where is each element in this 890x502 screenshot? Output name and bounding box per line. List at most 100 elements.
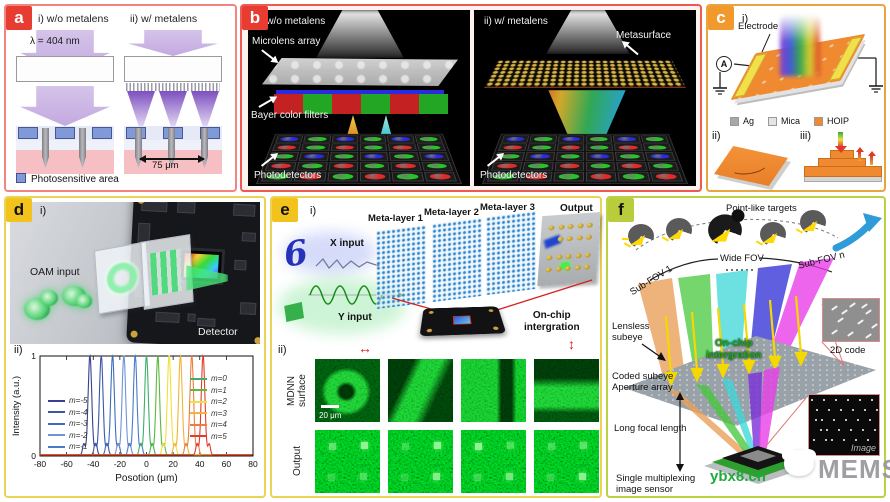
image-dot xyxy=(835,399,837,401)
photodetector-dot xyxy=(506,137,525,141)
panel-e-label: e xyxy=(272,198,298,222)
image-dot xyxy=(855,439,857,441)
photodetector-cell xyxy=(387,136,414,143)
lensless-line2: subeye xyxy=(612,332,643,343)
svg-text:Posotion (μm): Posotion (μm) xyxy=(115,473,177,484)
chart-legend-item: m=-3 xyxy=(48,419,87,428)
photodetector-cell xyxy=(360,144,388,152)
output-gold-dot xyxy=(586,234,592,239)
photodetector-cell xyxy=(527,144,556,152)
onchip-camera-module xyxy=(420,306,507,336)
speckle-texture xyxy=(388,430,453,493)
image-dot xyxy=(831,439,833,441)
legend-label: m=1 xyxy=(211,386,227,395)
image-dot xyxy=(820,429,822,431)
photodetector-dot xyxy=(302,164,323,169)
svg-text:40: 40 xyxy=(195,459,205,469)
hoip-step-base xyxy=(804,166,882,177)
svg-text:-40: -40 xyxy=(87,459,100,469)
output-gold-dot xyxy=(584,264,590,269)
bayer-green xyxy=(419,94,448,114)
image-inset: Image xyxy=(808,394,880,456)
panel-a-legend: Photosensitive area xyxy=(16,173,119,186)
watermark-site: ybx8.cn xyxy=(710,468,766,485)
output-bright-square xyxy=(580,442,587,449)
photodetectors-label: Photodetectors xyxy=(480,170,547,182)
photodetector-dot xyxy=(308,137,326,141)
svg-text:Intensity (a.u.): Intensity (a.u.) xyxy=(11,376,22,436)
microlens-array-plate xyxy=(262,58,458,86)
photodetector-dot xyxy=(591,164,611,169)
metalens-plate-2 xyxy=(140,234,193,310)
firefly-icon xyxy=(666,218,692,242)
code-dash xyxy=(849,302,856,308)
output-image-tile xyxy=(388,430,453,493)
chart-legend-right: m=0 m=1 m=2 m=3 m=4 m=5 xyxy=(190,374,227,441)
incident-light-arrow xyxy=(128,30,218,56)
photodetector-dot xyxy=(364,154,383,159)
legend-label: m=0 xyxy=(211,374,227,383)
material-name: Ag xyxy=(743,116,754,126)
output-gold-dot xyxy=(546,255,552,260)
image-dot xyxy=(843,439,845,441)
oam-ring xyxy=(101,250,142,307)
emission-up-arrow xyxy=(870,156,873,165)
image-dot xyxy=(871,399,873,401)
chart-legend-item: m=-2 xyxy=(48,431,87,440)
photodetector-dot xyxy=(619,145,638,149)
arrow-to-bayer-icon xyxy=(258,98,273,108)
legend-label: m=2 xyxy=(211,397,227,406)
rainbow-light-column xyxy=(780,14,820,76)
chart-legend-item: m=3 xyxy=(190,409,227,418)
pcb-screw-pad xyxy=(254,337,260,344)
photodetector-dot xyxy=(561,145,580,149)
oam-mode-blob xyxy=(76,294,92,308)
mdnn-pattern-overlay xyxy=(388,359,453,422)
figure-root: a i) w/o metalens ii) w/ metalens λ = 40… xyxy=(0,0,890,502)
output-gold-dot xyxy=(587,223,593,228)
pitch-label: 75 μm xyxy=(152,161,179,172)
photodetector-cell xyxy=(586,152,615,160)
photodetector-dot xyxy=(620,154,640,159)
image-dot xyxy=(859,399,861,401)
chart-legend-item: m=5 xyxy=(190,432,227,441)
legend-swatch xyxy=(190,378,207,380)
legend-swatch xyxy=(190,412,207,414)
panel-a-scheme-without: λ = 404 nm xyxy=(16,28,114,174)
material-swatch xyxy=(768,117,777,126)
panel-a-label: a xyxy=(6,6,32,30)
wide-fov-label: Wide FOV xyxy=(720,254,764,265)
photodetector-dot xyxy=(590,145,609,149)
lens-block xyxy=(16,56,114,82)
pcb-component xyxy=(233,204,256,217)
photodetector-dot xyxy=(621,164,642,169)
photodetector-dot xyxy=(590,137,608,141)
x-input-label: X input xyxy=(330,238,364,250)
photodetector-dot xyxy=(365,174,386,179)
chip-pad xyxy=(488,309,493,312)
photosensitive-square xyxy=(55,127,75,139)
photodetector-cell xyxy=(641,136,669,143)
chip-pad xyxy=(429,311,434,314)
image-dot xyxy=(825,439,827,441)
photodetector-dot xyxy=(503,145,523,149)
oam-detector-photo: OAM input Detector xyxy=(10,202,260,344)
image-dot xyxy=(826,429,828,431)
panel-d: d i) OAM input Detector ii) -80 -60 -40 -20… xyxy=(4,196,266,498)
watermark-panda-logo xyxy=(784,450,814,476)
meta-layer-2-label: Meta-layer 2 xyxy=(424,208,479,219)
image-dot xyxy=(821,419,823,421)
image-dot xyxy=(867,439,869,441)
photodetector-dot xyxy=(623,174,645,179)
photodetector-cell xyxy=(275,136,303,143)
f-onchip-integration-label: On-chip intergration xyxy=(706,338,762,361)
photodetector-cell xyxy=(586,136,613,143)
legend-swatch xyxy=(48,446,65,448)
output-bright-square xyxy=(401,474,408,481)
pcb-component xyxy=(242,232,256,242)
panel-a-ii-title: ii) w/ metalens xyxy=(130,13,197,25)
photodetector-cell xyxy=(558,136,585,143)
legend-swatch xyxy=(48,423,65,425)
output-gold-dot xyxy=(577,223,583,228)
photodetector-cell xyxy=(388,144,417,152)
